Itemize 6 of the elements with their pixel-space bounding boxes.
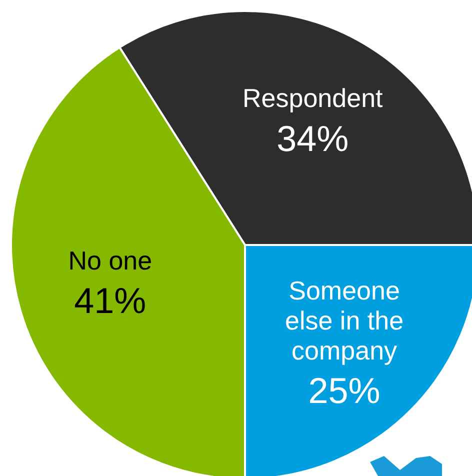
slice-label: Respondent: [242, 83, 384, 114]
slice-label: Someone else in the company: [285, 275, 404, 366]
slice-label: No one: [68, 245, 152, 276]
data-label: 34%: [276, 118, 349, 159]
data-label: 25%: [308, 370, 380, 412]
data-label: 41%: [74, 280, 146, 322]
